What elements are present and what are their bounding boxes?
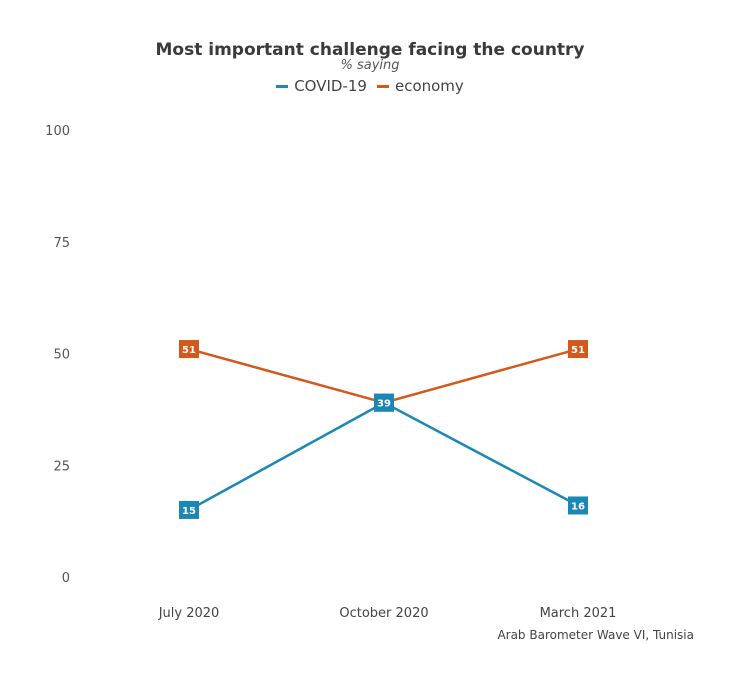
data-point-marker [568,340,588,359]
legend-item-economy: economy [376,77,464,95]
data-label: 51 [571,345,585,356]
y-tick-label: 50 [53,348,70,363]
y-tick-label: 100 [45,124,70,139]
x-tick-label: March 2021 [540,606,617,621]
legend-swatch-economy [376,84,389,88]
legend: COVID-19 economy [0,77,740,95]
legend-swatch-covid [276,84,289,88]
data-label: 39 [377,399,391,410]
series-line-covid [188,401,579,512]
y-tick-label: 0 [62,571,70,586]
legend-label-covid: COVID-19 [294,77,367,95]
data-label: 15 [182,506,196,517]
x-tick-label: October 2020 [339,606,428,621]
data-point-marker [374,393,394,412]
data-point-marker [179,340,199,359]
chart-title: Most important challenge facing the coun… [155,40,585,60]
legend-item-covid: COVID-19 [276,77,367,95]
data-point-marker [568,496,588,515]
data-point-marker [179,500,199,519]
data-label: 16 [571,501,585,512]
y-tick-label: 25 [53,459,70,474]
y-tick-label: 75 [53,236,70,251]
source-note: Arab Barometer Wave VI, Tunisia [497,628,694,642]
legend-label-economy: economy [394,77,464,95]
chart-subtitle: % saying [340,58,400,73]
data-label: 51 [182,345,196,356]
x-tick-label: July 2020 [158,606,220,621]
